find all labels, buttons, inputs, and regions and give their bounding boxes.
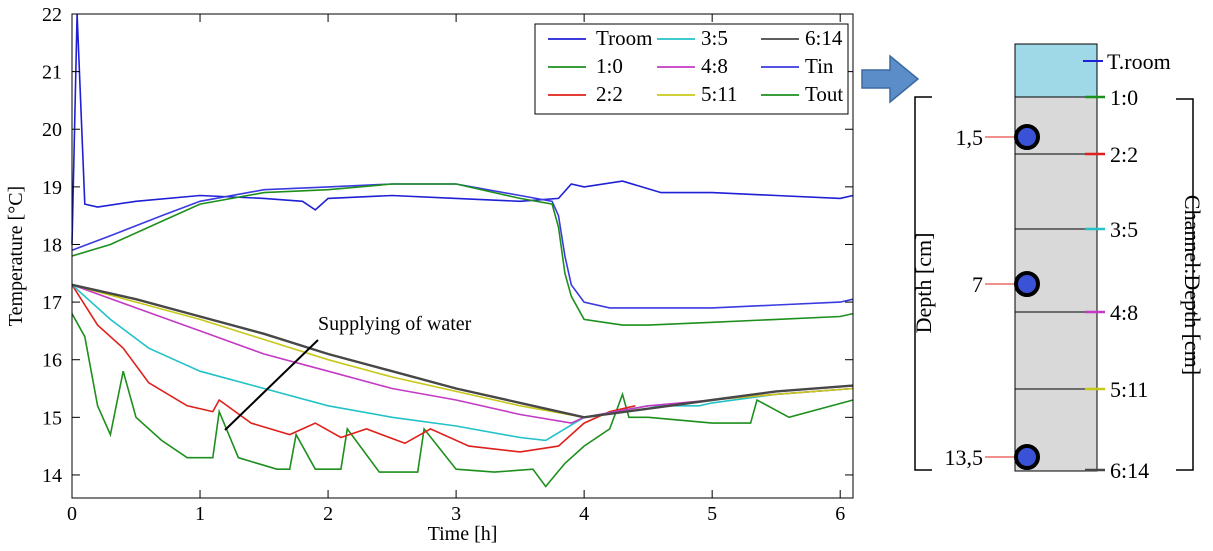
ticks-layer: 0 1 2 3 4 5 6 14 15 16 17 18 19 20 21 22 — [42, 4, 853, 525]
channel-label: 6:14 — [1110, 458, 1149, 483]
sensor-column-diagram: T.room 1:0 2:2 3:5 4:8 5:11 6:14 1,5 7 13,5 Dep… — [911, 43, 1205, 483]
legend-label: 4:8 — [701, 54, 728, 78]
legend-label: 6:14 — [805, 26, 843, 50]
channel-label: 2:2 — [1110, 142, 1138, 167]
series-line-6-14 — [71, 283, 854, 419]
annotation: Supplying of water — [224, 313, 472, 431]
y-tick-label: 22 — [42, 4, 62, 26]
x-axis-label: Time [h] — [428, 523, 498, 545]
room-air-layer — [1014, 43, 1098, 98]
sensor-icon — [1014, 271, 1040, 297]
temperature-chart: 0 1 2 3 4 5 6 14 15 16 17 18 19 20 21 22 Time [h] Tempe… — [5, 4, 854, 545]
y-tick-label: 15 — [42, 407, 62, 429]
series-line-tin — [71, 183, 854, 309]
series-line-1-0 — [71, 313, 854, 488]
y-tick-label: 18 — [42, 234, 62, 256]
legend-label: 1:0 — [596, 54, 623, 78]
channel-label: 3:5 — [1110, 217, 1138, 242]
y-tick-label: 14 — [42, 465, 62, 487]
plot-frame — [71, 13, 854, 499]
depth-axis-label: Depth [cm] — [911, 233, 936, 334]
sensor-layer: 1,5 7 13,5 — [945, 124, 1040, 470]
y-tick-label: 19 — [42, 177, 62, 199]
channel-layer: 1:0 2:2 3:5 4:8 5:11 6:14 — [1015, 85, 1149, 483]
sensor-depth-label: 1,5 — [956, 125, 984, 150]
channel-bracket — [1176, 98, 1194, 471]
x-tick-label: 4 — [579, 503, 589, 525]
x-tick-label: 3 — [451, 503, 461, 525]
legend-label: 3:5 — [701, 26, 728, 50]
y-tick-label: 21 — [42, 62, 62, 84]
sensor-depth-label: 13,5 — [945, 445, 984, 470]
legend-box — [534, 23, 849, 115]
y-tick-label: 17 — [42, 292, 62, 314]
annotation-text: Supplying of water — [318, 313, 472, 335]
troom-label: T.room — [1107, 49, 1171, 74]
legend-label: Tin — [805, 54, 834, 78]
legend-label: Troom — [596, 26, 652, 50]
y-axis-label: Temperature [°C] — [5, 186, 27, 326]
sensor-icon — [1014, 444, 1040, 470]
annotation-pointer — [224, 339, 319, 431]
legend-label: Tout — [805, 82, 843, 106]
x-tick-label: 5 — [707, 503, 717, 525]
legend-label: 2:2 — [596, 82, 623, 106]
series-line-4-8 — [71, 284, 854, 424]
series-line-3-5 — [71, 284, 854, 442]
channel-label: 1:0 — [1110, 85, 1138, 110]
arrow-icon — [861, 54, 920, 104]
x-tick-label: 2 — [323, 503, 333, 525]
legend: Troom 1:0 2:2 3:5 4:8 5:11 6:14 Tin Tout — [534, 23, 849, 115]
series-layer — [71, 13, 854, 488]
x-tick-label: 0 — [67, 503, 77, 525]
y-tick-label: 16 — [42, 350, 62, 372]
legend-label: 5:11 — [701, 82, 738, 106]
series-line-2-2 — [71, 284, 636, 453]
depth-bracket — [914, 96, 932, 471]
channel-axis-label: Channel:Depth [cm] — [1180, 195, 1205, 375]
channel-label: 4:8 — [1110, 300, 1138, 325]
channel-label: 5:11 — [1110, 377, 1148, 402]
y-tick-label: 20 — [42, 119, 62, 141]
sensor-icon — [1014, 124, 1040, 150]
series-line-troom — [71, 13, 854, 245]
series-line-tout — [71, 183, 854, 326]
x-tick-label: 1 — [195, 503, 205, 525]
x-tick-label: 6 — [835, 503, 845, 525]
sensor-depth-label: 7 — [972, 272, 983, 297]
